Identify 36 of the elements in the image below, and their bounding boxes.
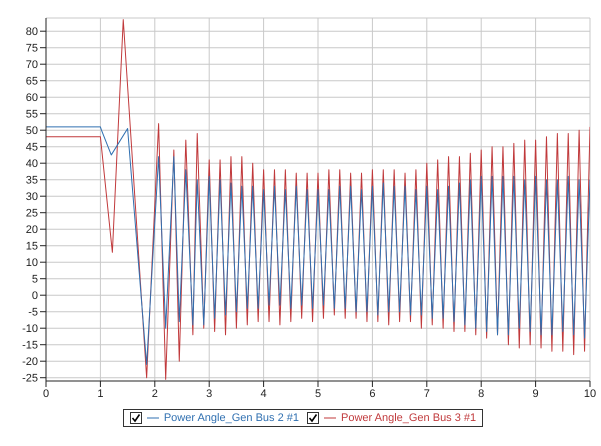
y-tick-label: 45: [26, 142, 38, 154]
y-tick-label: 15: [26, 240, 38, 253]
x-tick-label: 0: [42, 388, 50, 400]
legend-label: Power Angle_Gen Bus 2 #1: [164, 412, 299, 424]
legend-label: Power Angle_Gen Bus 3 #1: [341, 412, 476, 424]
y-tick-label: 50: [26, 125, 38, 138]
y-tick-label: 5: [32, 274, 38, 286]
y-tick-label: -10: [22, 323, 38, 336]
y-tick-label: -25: [22, 372, 38, 385]
x-tick-label: 9: [532, 388, 539, 400]
x-tick-label: 4: [260, 388, 267, 400]
y-tick-label: 10: [26, 257, 38, 270]
y-tick-label: -20: [22, 356, 38, 368]
x-tick-label: 3: [206, 388, 212, 400]
x-tick-label: 10: [584, 388, 596, 400]
y-tick-label: 60: [26, 92, 38, 104]
y-tick-label: 80: [26, 26, 38, 38]
x-tick-label: 7: [424, 388, 430, 400]
y-tick-label: 0: [32, 290, 38, 302]
x-tick-label: 5: [314, 388, 322, 400]
x-tick-label: 6: [369, 388, 376, 400]
y-tick-label: 70: [26, 59, 38, 72]
x-tick-label: 8: [478, 388, 484, 400]
y-tick-label: -5: [28, 306, 38, 319]
y-tick-label: -15: [22, 340, 38, 352]
y-tick-label: 25: [26, 208, 38, 220]
line-series: [46, 126, 590, 365]
y-tick-label: 75: [26, 42, 38, 55]
y-tick-label: 40: [26, 158, 38, 170]
y-tick-label: 65: [26, 76, 38, 88]
y-tick-label: 35: [26, 174, 38, 187]
y-tick-label: 55: [26, 108, 38, 121]
x-tick-label: 2: [152, 388, 158, 400]
x-tick-label: 1: [97, 388, 104, 400]
y-tick-label: 30: [26, 191, 38, 204]
y-tick-label: 20: [26, 224, 38, 236]
